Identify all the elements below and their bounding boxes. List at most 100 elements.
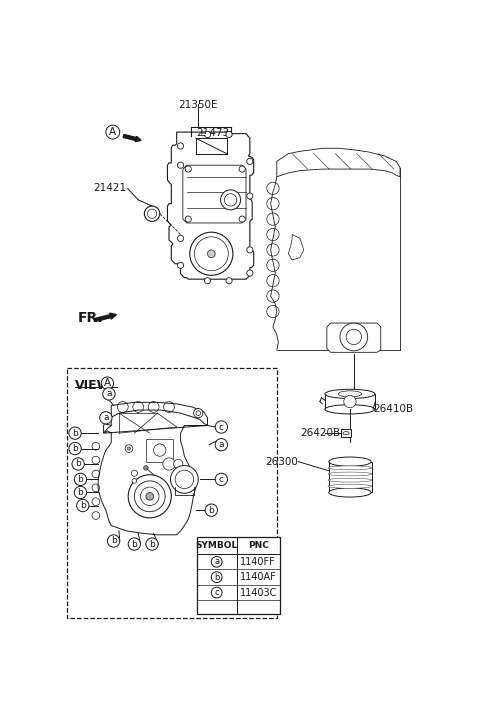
Circle shape bbox=[128, 475, 171, 518]
Text: b: b bbox=[72, 444, 78, 453]
Circle shape bbox=[69, 427, 81, 439]
Bar bbox=[197, 537, 280, 614]
Text: VIEW: VIEW bbox=[75, 380, 111, 392]
Circle shape bbox=[178, 262, 184, 269]
Text: 21473: 21473 bbox=[197, 128, 230, 138]
Bar bbox=[329, 462, 372, 493]
Text: a: a bbox=[106, 389, 112, 399]
Polygon shape bbox=[277, 148, 400, 176]
Circle shape bbox=[146, 493, 154, 500]
FancyArrow shape bbox=[123, 134, 141, 141]
Polygon shape bbox=[104, 402, 207, 433]
Circle shape bbox=[202, 131, 205, 136]
Polygon shape bbox=[98, 425, 207, 535]
Circle shape bbox=[226, 278, 232, 284]
Text: b: b bbox=[75, 460, 81, 468]
Ellipse shape bbox=[328, 478, 372, 482]
Circle shape bbox=[101, 377, 114, 389]
Circle shape bbox=[69, 442, 81, 455]
Circle shape bbox=[163, 458, 175, 470]
Text: 1140AF: 1140AF bbox=[240, 572, 276, 582]
Circle shape bbox=[215, 473, 228, 486]
Circle shape bbox=[178, 236, 184, 241]
Circle shape bbox=[125, 445, 133, 453]
Ellipse shape bbox=[338, 391, 361, 397]
Circle shape bbox=[211, 587, 222, 598]
Circle shape bbox=[128, 538, 141, 550]
Circle shape bbox=[127, 447, 131, 450]
Text: 21421: 21421 bbox=[94, 183, 127, 193]
Bar bbox=[324, 394, 375, 409]
Ellipse shape bbox=[328, 472, 372, 476]
Circle shape bbox=[340, 323, 368, 351]
Circle shape bbox=[205, 504, 217, 516]
Circle shape bbox=[147, 209, 156, 219]
Circle shape bbox=[225, 194, 237, 206]
Bar bbox=[146, 439, 173, 462]
Text: a: a bbox=[214, 557, 219, 566]
Circle shape bbox=[211, 556, 222, 567]
Text: A: A bbox=[109, 127, 116, 137]
Circle shape bbox=[175, 470, 193, 489]
Circle shape bbox=[106, 125, 120, 139]
Ellipse shape bbox=[325, 389, 375, 399]
Text: PNC: PNC bbox=[248, 541, 269, 550]
Text: c: c bbox=[215, 588, 219, 597]
Circle shape bbox=[100, 412, 112, 424]
Text: a: a bbox=[103, 413, 108, 423]
Text: 26300: 26300 bbox=[265, 457, 299, 467]
Polygon shape bbox=[327, 323, 381, 352]
Ellipse shape bbox=[328, 466, 372, 470]
Ellipse shape bbox=[325, 405, 375, 414]
Circle shape bbox=[346, 329, 361, 344]
Text: FR.: FR. bbox=[78, 311, 104, 325]
Circle shape bbox=[185, 166, 192, 172]
Circle shape bbox=[146, 538, 158, 550]
Bar bbox=[67, 368, 277, 618]
Text: b: b bbox=[132, 539, 137, 548]
FancyArrow shape bbox=[95, 313, 117, 321]
Text: c: c bbox=[219, 475, 224, 484]
Circle shape bbox=[178, 162, 184, 168]
Circle shape bbox=[108, 535, 120, 547]
Circle shape bbox=[204, 131, 211, 138]
Circle shape bbox=[207, 250, 215, 257]
Circle shape bbox=[211, 572, 222, 583]
Circle shape bbox=[247, 193, 253, 199]
Circle shape bbox=[72, 458, 84, 470]
Text: c: c bbox=[219, 423, 224, 432]
Text: b: b bbox=[111, 536, 117, 546]
Text: b: b bbox=[80, 501, 85, 510]
Bar bbox=[341, 430, 351, 437]
Circle shape bbox=[77, 499, 89, 512]
Text: b: b bbox=[214, 573, 219, 581]
Text: A: A bbox=[104, 378, 111, 388]
Text: b: b bbox=[72, 429, 78, 438]
Polygon shape bbox=[183, 165, 246, 223]
Polygon shape bbox=[288, 235, 304, 260]
Circle shape bbox=[221, 190, 240, 210]
Circle shape bbox=[174, 459, 183, 469]
Circle shape bbox=[247, 270, 253, 276]
Polygon shape bbox=[168, 132, 254, 279]
Circle shape bbox=[344, 396, 356, 408]
Circle shape bbox=[239, 216, 245, 222]
Circle shape bbox=[141, 487, 159, 505]
Text: b: b bbox=[78, 475, 84, 484]
Circle shape bbox=[131, 470, 137, 477]
Text: 26420B: 26420B bbox=[300, 428, 341, 438]
Circle shape bbox=[226, 131, 232, 138]
Text: 26410B: 26410B bbox=[373, 404, 413, 414]
Circle shape bbox=[247, 247, 253, 253]
Circle shape bbox=[134, 481, 165, 512]
Circle shape bbox=[215, 421, 228, 433]
Circle shape bbox=[196, 411, 201, 415]
Circle shape bbox=[204, 278, 211, 284]
Circle shape bbox=[215, 439, 228, 451]
Text: 11403C: 11403C bbox=[240, 588, 277, 598]
Circle shape bbox=[132, 479, 137, 483]
Circle shape bbox=[144, 465, 148, 470]
Ellipse shape bbox=[329, 457, 371, 466]
Circle shape bbox=[74, 486, 86, 498]
Circle shape bbox=[194, 237, 228, 271]
